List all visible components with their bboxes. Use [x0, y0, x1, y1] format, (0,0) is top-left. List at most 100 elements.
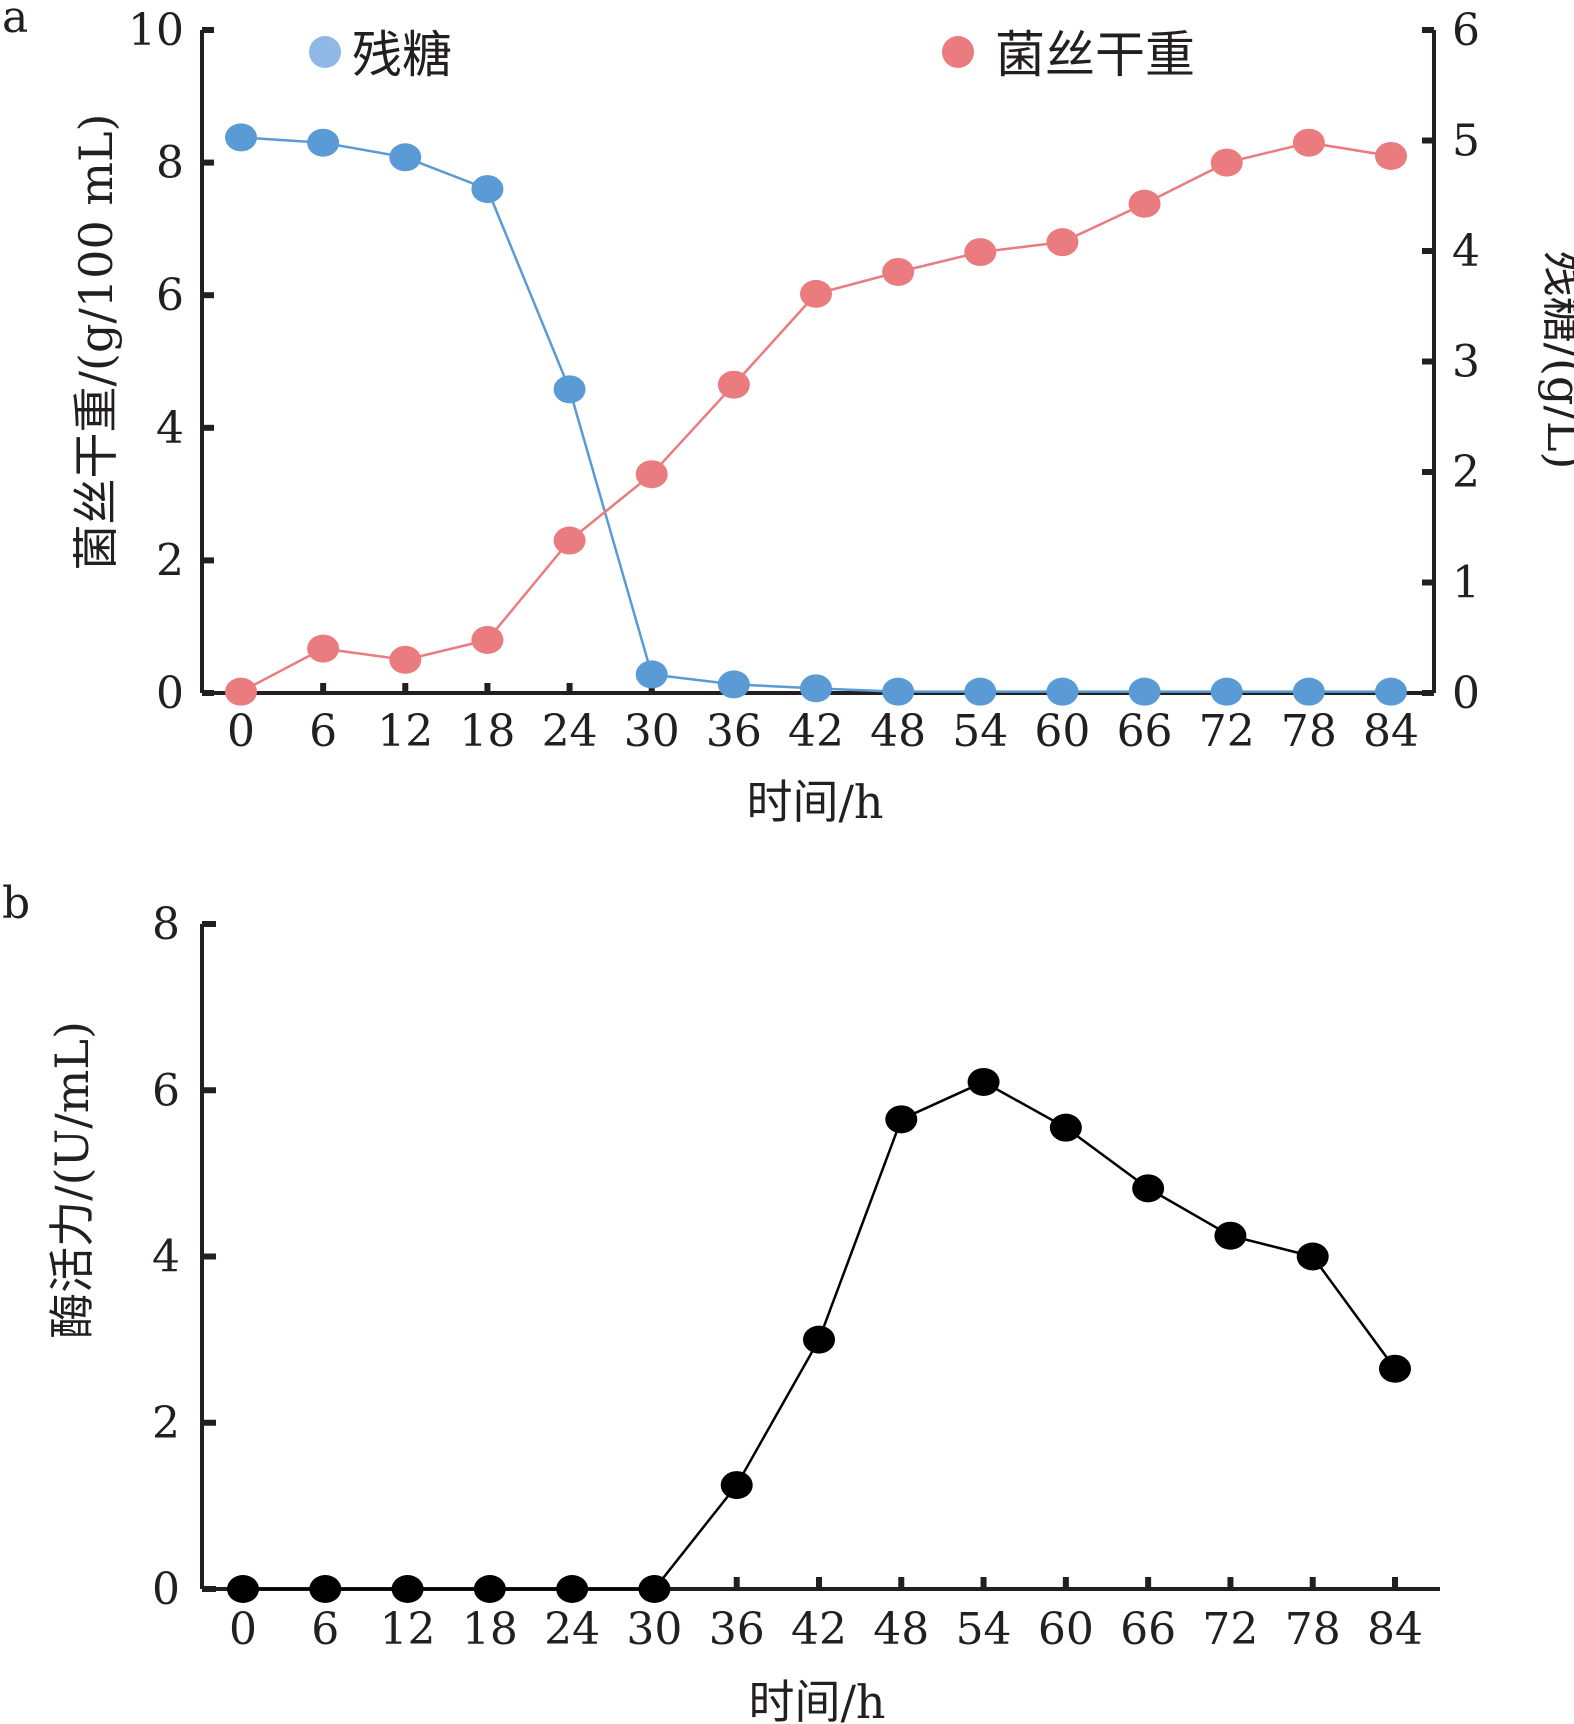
sugar-point	[800, 674, 832, 703]
biomass-point	[1046, 228, 1079, 257]
activity-point	[309, 1575, 342, 1603]
chart-a-legend: 残糖 菌丝干重	[309, 26, 1195, 84]
chart-a-x-tick-label: 12	[377, 706, 433, 757]
sugar-point	[389, 143, 422, 172]
biomass-point	[1210, 148, 1243, 177]
biomass-point	[1375, 141, 1407, 170]
activity-point	[227, 1575, 259, 1603]
sugar-point	[1046, 677, 1079, 706]
chart-b-y-tick-label: 4	[152, 1232, 180, 1283]
chart-b-x-tick-labels: 0 6 12 18 24 30 36 42 48 54 60 66 72 78 84	[229, 1604, 1423, 1655]
biomass-point	[635, 460, 668, 489]
chart-a-y-left-tick-label: 6	[156, 270, 184, 321]
chart-b-y-tick-label: 6	[152, 1065, 180, 1116]
sugar-point	[1292, 677, 1325, 706]
biomass-point	[307, 634, 340, 663]
chart-a-x-tick-label: 36	[706, 706, 762, 757]
sugar-point	[1128, 677, 1161, 706]
chart-a-y-right-axis-label: 残糖/(g/L)	[1537, 251, 1574, 470]
biomass-point	[1128, 189, 1161, 218]
chart-b-y-tick-labels: 0 2 4 6 8	[152, 899, 180, 1615]
biomass-point	[471, 625, 504, 654]
sugar-point	[471, 175, 504, 204]
chart-a-y-left-tick-label: 4	[156, 403, 184, 454]
sugar-point	[307, 128, 340, 157]
chart-b-x-tick-label: 72	[1202, 1604, 1258, 1655]
chart-b-x-tick-label: 24	[544, 1604, 600, 1655]
activity-point	[1214, 1221, 1247, 1250]
chart-a-y-right-tick-label: 0	[1452, 668, 1480, 719]
activity-point	[885, 1105, 918, 1134]
activity-point	[556, 1575, 589, 1603]
chart-b-x-tick-label: 18	[462, 1604, 518, 1655]
activity-point	[473, 1575, 506, 1603]
chart-a-y-left-axis-label: 菌丝干重/(g/100 mL)	[69, 114, 123, 571]
chart-b-y-tick-label: 0	[152, 1564, 180, 1615]
legend-sugar-label: 残糖	[352, 26, 452, 84]
chart-b-x-tick-label: 12	[380, 1604, 436, 1655]
chart-a-x-tick-label: 24	[542, 706, 598, 757]
legend-biomass-label: 菌丝干重	[995, 26, 1195, 84]
chart-a-x-tick-label: 6	[309, 706, 337, 757]
chart-b-y-tick-label: 8	[152, 899, 180, 950]
activity-point	[803, 1325, 835, 1354]
panel-a-label: a	[2, 0, 28, 43]
chart-b-x-tick-label: 78	[1285, 1604, 1341, 1655]
chart-a-y-left-tick-label: 10	[128, 5, 184, 56]
chart-a-y-right-tick-label: 2	[1452, 447, 1480, 498]
chart-a-y-right-tick-label: 5	[1452, 116, 1480, 167]
chart-b-x-tick-label: 30	[626, 1604, 682, 1655]
chart-b-series	[227, 1067, 1411, 1603]
chart-a-x-tick-label: 48	[870, 706, 926, 757]
biomass-line	[240, 141, 1392, 693]
biomass-point	[389, 645, 422, 674]
activity-point	[1132, 1174, 1165, 1203]
panel-b-label: b	[2, 878, 30, 929]
legend-sugar-marker	[309, 36, 341, 68]
chart-b-x-axis-label: 时间/h	[748, 1675, 885, 1724]
biomass-point	[225, 677, 257, 706]
activity-point	[391, 1575, 424, 1603]
biomass-point	[882, 257, 915, 286]
chart-a-x-axis-label: 时间/h	[746, 775, 883, 829]
activity-point	[638, 1575, 671, 1603]
chart-b-x-tick-label: 66	[1120, 1604, 1176, 1655]
chart-b-x-tick-label: 54	[956, 1604, 1012, 1655]
chart-a-x-tick-label: 60	[1034, 706, 1090, 757]
chart-b-x-tick-label: 36	[709, 1604, 765, 1655]
chart-a-x-tick-label: 42	[788, 706, 844, 757]
chart-a-x-tick-label: 66	[1117, 706, 1173, 757]
chart-a-y-left-tick-labels: 0 2 4 6 8 10	[128, 5, 184, 719]
activity-point	[720, 1471, 753, 1500]
chart-a-y-left-tick-label: 8	[156, 138, 184, 189]
chart-b-x-tick-label: 60	[1038, 1604, 1094, 1655]
biomass-point	[1292, 128, 1325, 157]
chart-b-x-tick-label: 42	[791, 1604, 847, 1655]
sugar-point	[964, 677, 997, 706]
chart-a-y-right-tick-labels: 0 1 2 3 4 5 6	[1452, 5, 1480, 719]
chart-a-x-tick-label: 18	[459, 706, 515, 757]
chart-a-y-right-tick-label: 1	[1452, 558, 1480, 609]
chart-b-x-tick-label: 6	[311, 1604, 339, 1655]
activity-point	[1379, 1354, 1411, 1383]
chart-a-x-tick-label: 84	[1363, 706, 1419, 757]
chart-a-y-left-tick-label: 0	[156, 668, 184, 719]
chart-a-y-right-tick-label: 6	[1452, 5, 1480, 56]
sugar-point	[1210, 677, 1243, 706]
legend-biomass-marker	[942, 36, 974, 68]
sugar-point	[635, 660, 668, 689]
sugar-line	[240, 136, 1391, 693]
chart-a-x-tick-label: 72	[1199, 706, 1255, 757]
chart-a-y-right-tick-label: 4	[1452, 226, 1480, 277]
chart-a-axes	[200, 27, 1436, 696]
chart-b-x-tick-label: 0	[229, 1604, 257, 1655]
chart-a-x-tick-label: 78	[1281, 706, 1337, 757]
activity-point	[1296, 1242, 1329, 1271]
activity-point	[967, 1067, 1000, 1096]
chart-a-x-tick-label: 54	[952, 706, 1008, 757]
sugar-point	[553, 375, 586, 404]
chart-b-x-tick-label: 48	[873, 1604, 929, 1655]
